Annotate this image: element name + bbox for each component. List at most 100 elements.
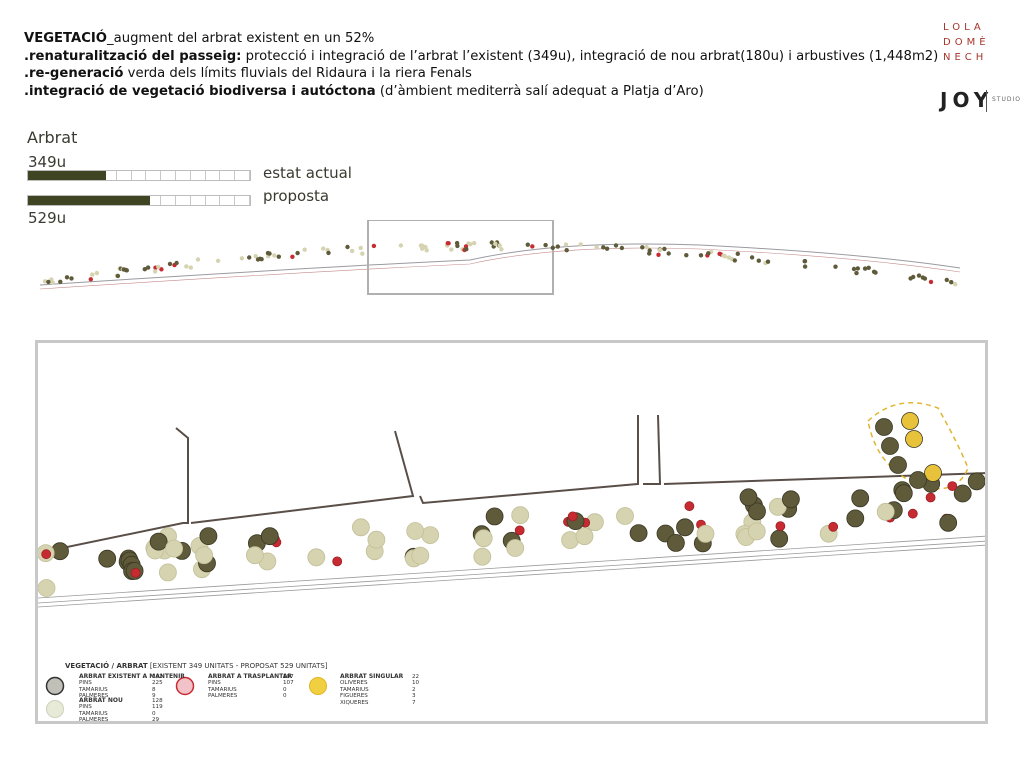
- bar-segment: [146, 196, 162, 205]
- overview-tree: [90, 272, 95, 277]
- header-line-3-bold: .re-generació: [24, 66, 124, 81]
- header-line-1: VEGETACIÓ_augment del arbrat existent en…: [24, 30, 944, 48]
- logo-line-1: LOLA: [943, 22, 985, 33]
- legend-new-value: 119: [152, 704, 163, 711]
- new-tree: [575, 527, 594, 546]
- legend-singular-value: 10: [412, 680, 420, 687]
- overview-tree: [239, 256, 245, 261]
- overview-tree: [911, 274, 916, 280]
- bar-segment: [176, 196, 191, 205]
- bar-segment: [235, 196, 250, 205]
- legend-transplant: ARBRAT A TRASPLANTAR PINS TAMARIUS PALME…: [208, 673, 293, 700]
- proposed-label: proposta: [263, 187, 330, 205]
- overview-plan: [39, 220, 961, 295]
- transplant-tree: [925, 492, 936, 503]
- transplant-tree: [514, 525, 525, 536]
- overview-tree: [854, 270, 859, 276]
- overview-tree: [578, 242, 583, 247]
- overview-tree: [259, 257, 264, 262]
- legend-new-value: 29: [152, 717, 160, 724]
- new-tree: [367, 530, 386, 549]
- overview-tree: [142, 267, 147, 272]
- overview-tree: [42, 279, 48, 284]
- bar-segment: [220, 171, 236, 180]
- existing-tree: [851, 489, 870, 508]
- legend-transplant-label: ARBRAT A TRASPLANTAR: [208, 673, 293, 680]
- transplant-tree: [684, 501, 695, 512]
- overview-tree: [64, 275, 70, 280]
- promenade-line-3: [38, 544, 985, 608]
- logo-line-2: DOMÈ: [943, 37, 990, 48]
- overview-tree: [855, 266, 860, 271]
- overview-tree: [862, 266, 868, 271]
- legend-singular-value: 3: [412, 693, 416, 700]
- legend-transplant-total: 107: [283, 674, 294, 680]
- overview-tree: [563, 242, 569, 247]
- legend-existing: ARBRAT EXISTENT A MANTENIR PINS TAMARIUS…: [79, 673, 185, 700]
- legend-transplant-swatch: [175, 676, 195, 696]
- legend-existing-label: ARBRAT EXISTENT A MANTENIR: [79, 673, 185, 680]
- new-tree: [747, 522, 766, 541]
- legend-new-value: 0: [152, 710, 156, 717]
- promenade-line-1: [38, 535, 985, 599]
- overview-tree: [184, 264, 189, 269]
- legend-transplant-item: PINS: [208, 680, 221, 687]
- detail-trees: [38, 412, 985, 597]
- legend-existing-value: 9: [152, 693, 156, 700]
- legend-new-total: 128: [152, 698, 163, 704]
- overview-tree: [468, 242, 473, 247]
- transplant-tree: [947, 481, 958, 492]
- new-tree: [195, 546, 214, 565]
- overview-tree: [698, 253, 704, 258]
- overview-tree: [360, 251, 365, 256]
- overview-tree: [656, 252, 661, 257]
- legend-title-bold: VEGETACIÓ / ARBRAT: [65, 662, 148, 670]
- overview-tree: [420, 243, 425, 248]
- overview-tree: [873, 270, 878, 275]
- logo-line-3: NECH: [943, 52, 988, 63]
- overview-tree: [50, 280, 55, 285]
- overview-tree: [188, 265, 193, 270]
- legend-new-values: 128 119 0 29: [152, 698, 163, 724]
- overview-tree: [94, 270, 100, 276]
- overview-tree: [657, 247, 663, 253]
- new-tree: [511, 506, 530, 525]
- overview-tree: [472, 240, 477, 246]
- legend-existing-value: 225: [152, 680, 163, 687]
- legend-singular-total: 22: [412, 674, 420, 680]
- new-tree: [307, 548, 326, 567]
- detail-plan: [35, 340, 988, 724]
- overview-tree: [115, 273, 121, 279]
- singular-tree: [924, 464, 942, 482]
- legend-existing-item: TAMARIUS: [79, 686, 108, 693]
- overview-tree: [684, 253, 689, 258]
- logo-studio: STUDIO: [992, 96, 1021, 103]
- overview-tree: [756, 258, 761, 263]
- header-line-4-text: (d’àmbient mediterrà salí adequat a Plat…: [375, 83, 704, 99]
- existing-tree: [875, 418, 893, 436]
- transplant-tree: [332, 556, 343, 567]
- legend-new-item: PALMERES: [79, 717, 109, 724]
- overview-tree: [156, 264, 161, 270]
- existing-tree: [909, 471, 927, 489]
- bar-segment: [235, 171, 250, 180]
- overview-tree: [215, 258, 221, 263]
- overview-tree: [647, 248, 652, 253]
- new-tree: [158, 563, 177, 582]
- overview-tree: [619, 245, 625, 251]
- existing-tree: [676, 518, 694, 537]
- overview-tree: [167, 261, 173, 267]
- street-boundary-4: [643, 414, 662, 485]
- header-line-4-bold: .integració de vegetació biodiversa i au…: [24, 83, 376, 99]
- overview-tree: [124, 268, 129, 273]
- overview-promenade-edge-2: [39, 247, 961, 290]
- existing-tree: [939, 513, 958, 532]
- building-lines: [38, 414, 985, 554]
- overview-detail-frame: [367, 220, 554, 295]
- promenade-line-2: [38, 540, 985, 604]
- new-tree: [245, 546, 264, 565]
- legend-transplant-value: 0: [283, 686, 287, 693]
- logo-divider: [986, 90, 987, 112]
- bar-segment: [146, 171, 162, 180]
- current-trees-bar-fill: [28, 171, 106, 180]
